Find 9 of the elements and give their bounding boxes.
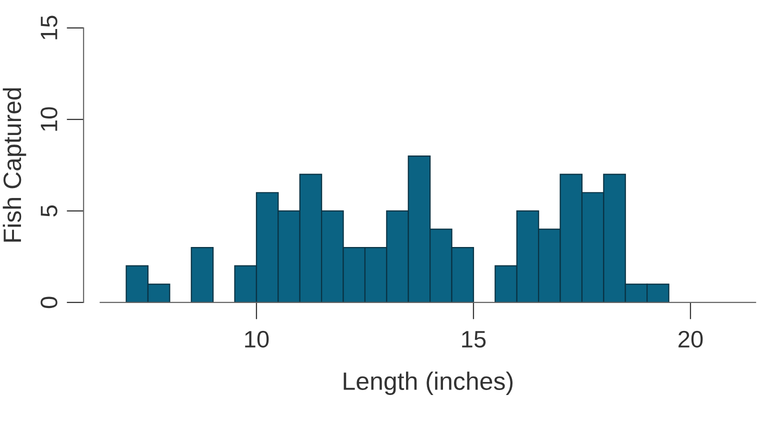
y-tick-label: 5 <box>40 205 58 217</box>
x-tick-label: 10 <box>245 330 269 348</box>
x-tick-label: 15 <box>462 331 486 348</box>
x-axis-title: Length (inches) <box>344 372 513 395</box>
y-tick-label: 0 <box>40 296 58 308</box>
y-tick-label: 15 <box>40 16 58 40</box>
y-axis-title: Fish Captured <box>2 88 26 242</box>
x-tick-label: 20 <box>678 330 703 348</box>
y-tick-label: 10 <box>40 107 58 131</box>
